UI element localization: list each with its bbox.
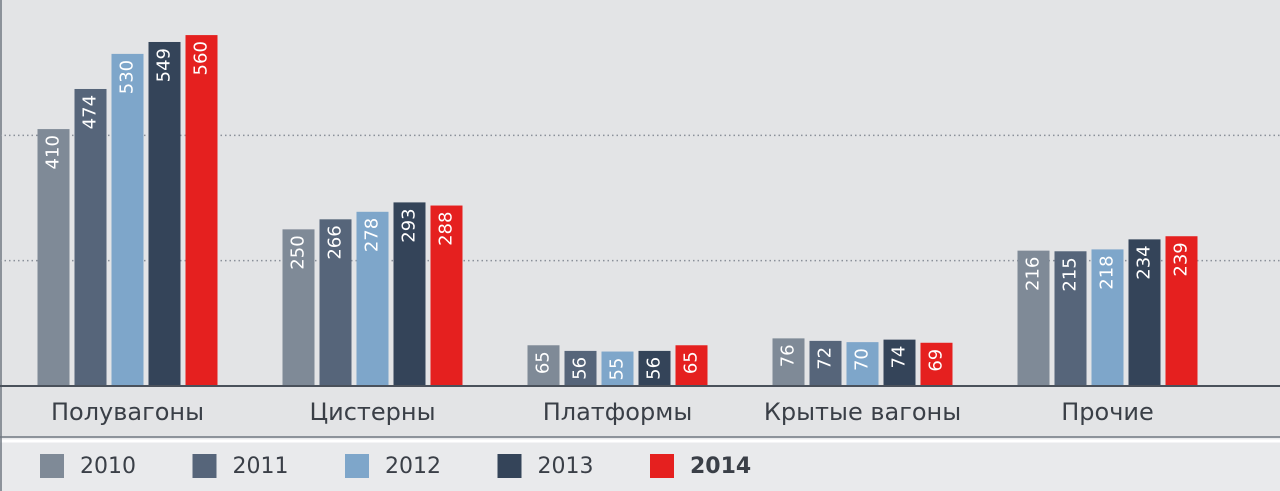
- value-label: 56: [644, 357, 665, 380]
- value-label: 239: [1171, 242, 1192, 276]
- bar: [185, 35, 218, 386]
- legend-label: 2014: [690, 454, 751, 479]
- bar: [772, 338, 805, 386]
- x-tick-label: Крытые вагоны: [764, 398, 961, 426]
- bar: [638, 350, 671, 386]
- legend-swatch: [192, 454, 217, 478]
- value-label: 65: [681, 351, 702, 374]
- bar: [356, 211, 389, 386]
- legend-label: 2011: [233, 454, 289, 479]
- legend-background: [0, 437, 1280, 491]
- bar: [1054, 251, 1087, 386]
- value-label: 410: [43, 135, 64, 169]
- bar: [564, 350, 597, 386]
- legend-label: 2013: [538, 454, 594, 479]
- bar: [319, 219, 352, 386]
- value-label: 250: [288, 235, 309, 269]
- legend-swatch: [345, 454, 369, 478]
- bar: [846, 342, 879, 386]
- x-tick-label: Полувагоны: [51, 398, 204, 426]
- bar: [675, 345, 708, 386]
- value-label: 215: [1060, 257, 1081, 291]
- bar: [393, 202, 426, 386]
- bar: [1128, 239, 1161, 386]
- value-label: 560: [191, 41, 212, 75]
- x-tick-label: Платформы: [543, 398, 693, 426]
- value-label: 70: [852, 348, 873, 371]
- bar: [282, 229, 315, 386]
- x-tick-label: Цистерны: [309, 398, 435, 426]
- legend-swatch: [497, 454, 522, 478]
- value-label: 530: [117, 60, 138, 94]
- legend-swatch: [650, 454, 674, 478]
- value-label: 218: [1097, 255, 1118, 289]
- bar: [74, 88, 107, 386]
- bar: [920, 342, 953, 386]
- legend-label: 2012: [385, 454, 441, 479]
- bar: [111, 53, 144, 386]
- value-label: 55: [607, 358, 628, 381]
- x-tick-label: Прочие: [1061, 398, 1154, 426]
- legend-swatch: [40, 454, 64, 478]
- bar: [148, 41, 181, 386]
- bar: [1165, 236, 1198, 386]
- value-label: 278: [362, 218, 383, 252]
- bar: [883, 339, 916, 386]
- bar: [1017, 250, 1050, 386]
- value-label: 234: [1134, 245, 1155, 279]
- value-label: 216: [1023, 257, 1044, 291]
- value-label: 74: [889, 346, 910, 369]
- bar: [37, 129, 70, 386]
- value-label: 293: [399, 208, 420, 242]
- value-label: 56: [570, 357, 591, 380]
- value-label: 72: [815, 347, 836, 370]
- value-label: 266: [325, 225, 346, 259]
- bar: [601, 351, 634, 386]
- bar: [1091, 249, 1124, 386]
- bar: [809, 340, 842, 386]
- value-label: 288: [436, 212, 457, 246]
- bar: [430, 205, 463, 386]
- value-label: 65: [533, 351, 554, 374]
- value-label: 549: [154, 48, 175, 82]
- bar: [527, 345, 560, 386]
- value-label: 76: [778, 344, 799, 367]
- value-label: 69: [926, 349, 947, 372]
- legend-label: 2010: [80, 454, 136, 479]
- value-label: 474: [80, 95, 101, 129]
